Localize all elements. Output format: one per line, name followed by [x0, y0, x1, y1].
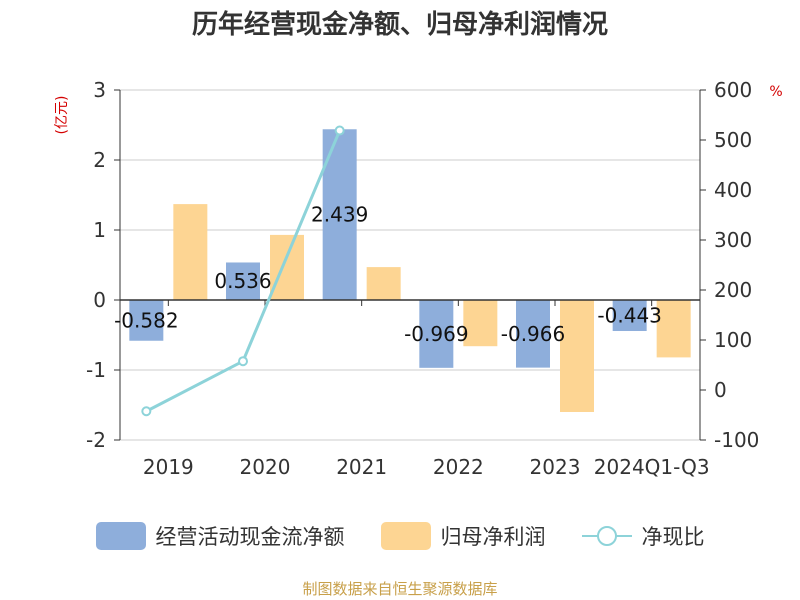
right-axis-tick-label: -100	[714, 428, 759, 452]
category-label: 2019	[143, 455, 194, 479]
bar-profit	[463, 300, 498, 347]
legend-swatch-cash	[95, 522, 146, 550]
legend-label-ratio: 净现比	[641, 525, 705, 549]
data-labels: -0.582 0.536 2.439 -0.969 -0.966 -0.443	[114, 203, 662, 346]
grid-lines	[120, 89, 700, 441]
ratio-point	[334, 125, 345, 136]
bar-profit	[270, 234, 304, 300]
category-label: 2021	[336, 455, 387, 479]
right-axis-tick-label: 200	[714, 278, 752, 302]
ratio-point	[238, 356, 248, 367]
ratio-point	[141, 406, 152, 417]
left-axis-tick-label: -2	[86, 428, 106, 452]
legend-swatch-profit	[380, 522, 431, 550]
bar-profit	[366, 267, 401, 300]
data-label-cash: -0.443	[597, 304, 661, 328]
category-label: 2023	[530, 455, 581, 479]
data-label-cash: -0.966	[501, 322, 565, 346]
data-label-cash: 2.439	[311, 203, 368, 227]
left-axis-tick-label: 1	[93, 218, 106, 242]
left-axis-tick-label: -1	[86, 358, 106, 382]
data-label-cash: 0.536	[214, 269, 271, 293]
bars	[129, 129, 691, 412]
data-label-cash: -0.582	[114, 308, 178, 332]
right-axis-tick-label: 400	[714, 178, 752, 202]
bar-profit	[173, 204, 208, 300]
bar-profit	[560, 300, 594, 412]
ratio-line	[141, 125, 345, 417]
legend-label-profit: 归母净利润	[440, 525, 546, 549]
legend-item-profit[interactable]: 归母净利润	[380, 521, 546, 551]
right-axis-tick-label: 100	[714, 328, 752, 352]
left-axis-tick-label: 0	[93, 288, 106, 312]
legend-label-cash: 经营活动现金流净额	[155, 525, 345, 549]
right-axis-tick-label: 500	[714, 128, 752, 152]
right-axis-tick-label: 0	[714, 378, 727, 402]
legend: 经营活动现金流净额 归母净利润 净现比	[0, 516, 800, 556]
chart-title: 历年经营现金净额、归母净利润情况	[191, 10, 608, 40]
bar-cash	[612, 300, 647, 332]
data-label-cash: -0.969	[404, 322, 468, 346]
legend-line-ratio-icon	[581, 522, 632, 550]
source-note: 制图数据来自恒生聚源数据库	[302, 580, 498, 598]
bar-cash	[419, 300, 454, 368]
bar-cash	[129, 300, 164, 341]
bar-profit	[656, 300, 691, 358]
left-axis-unit: (亿元)	[54, 96, 70, 135]
right-axis-tick-label: 600	[714, 78, 752, 102]
legend-item-ratio[interactable]: 净现比	[581, 521, 705, 551]
left-axis-tick-label: 3	[93, 78, 106, 102]
category-label: 2024Q1-Q3	[594, 455, 710, 479]
right-axis-tick-label: 300	[714, 228, 752, 252]
legend-item-cash[interactable]: 经营活动现金流净额	[95, 521, 345, 551]
category-label: 2020	[240, 455, 291, 479]
bar-cash	[226, 262, 260, 300]
axes: -2 -1 0 1 2 3 -100 0 100 200 300 400 500 600 2019 2020 2…	[86, 78, 759, 479]
left-axis-tick-label: 2	[93, 148, 106, 172]
right-axis-unit: %	[769, 84, 782, 100]
category-label: 2022	[433, 455, 484, 479]
bar-cash	[516, 300, 550, 368]
